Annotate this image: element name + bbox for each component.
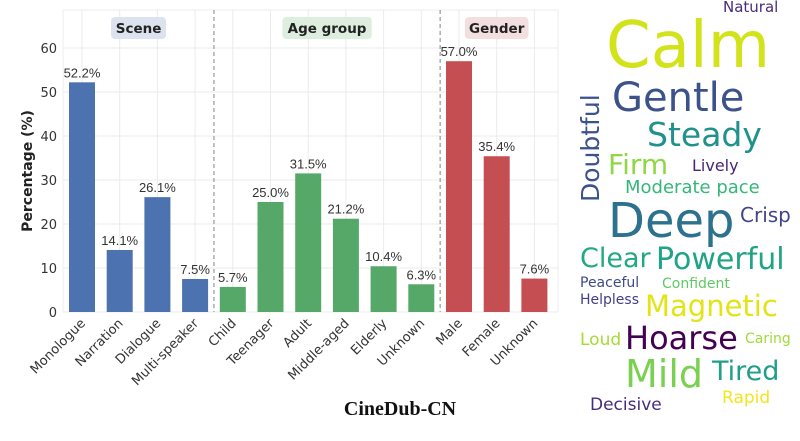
bar-chart: 0 10 20 30 40 50 60 Percentage (%) 52.2% Monologu… (20, 9, 559, 389)
bar-female (483, 156, 510, 312)
data-label: 21.2% (327, 202, 364, 217)
word: Confident (662, 276, 730, 292)
group-label-badge (464, 17, 529, 39)
word: Powerful (656, 242, 785, 277)
group-label-badge (111, 17, 167, 39)
y-tick-label: 40 (40, 130, 57, 145)
word: Clear (580, 243, 651, 274)
group-label-badge (282, 17, 372, 39)
word: Crisp (740, 203, 791, 227)
y-tick-label: 30 (40, 174, 57, 189)
word: Doubtful (576, 94, 605, 202)
group-label: Age group (288, 21, 367, 37)
word: Hoarse (625, 319, 738, 357)
bar-narration (106, 249, 133, 312)
word: Decisive (590, 395, 662, 415)
bar-unknown (521, 278, 548, 312)
word: Steady (647, 115, 762, 154)
data-label: 52.2% (64, 65, 101, 80)
data-label: 6.3% (406, 267, 436, 282)
word: Natural (723, 0, 779, 16)
y-axis-label: Percentage (%) (20, 110, 36, 232)
group-label: Gender (469, 21, 525, 37)
bar-elderly (370, 266, 397, 312)
bar-monologue (69, 82, 95, 312)
word: Peaceful (580, 275, 640, 291)
bar-unknown (408, 284, 435, 312)
word: Rapid (722, 388, 771, 408)
x-tick-label: Child (206, 316, 240, 350)
data-label: 31.5% (290, 156, 327, 171)
data-label: 35.4% (478, 139, 515, 154)
y-tick-label: 20 (40, 218, 57, 233)
caption-container: CineDub-CN (0, 398, 800, 420)
bar-male (446, 61, 472, 313)
data-label: 25.0% (252, 185, 289, 200)
data-label: 5.7% (218, 270, 248, 285)
data-label: 7.5% (180, 262, 210, 277)
y-tick-label: 60 (40, 42, 57, 57)
word: Firm (608, 148, 669, 181)
word: Tired (712, 356, 780, 387)
bar-adult (295, 173, 322, 312)
x-tick-label: Adult (280, 316, 315, 351)
word: Caring (745, 331, 791, 347)
x-tick-label: Monologue (28, 316, 89, 377)
data-label: 14.1% (101, 233, 138, 248)
group-label: Scene (116, 21, 162, 37)
word: Magnetic (645, 289, 778, 323)
word: Deep (608, 193, 735, 249)
word: Loud (580, 330, 622, 350)
data-label: 7.6% (520, 262, 550, 277)
bar-multi-speaker (182, 279, 209, 312)
data-label: 10.4% (365, 249, 402, 264)
bar-dialogue (144, 197, 171, 312)
bar-teenager (257, 202, 284, 312)
word: Moderate pace (625, 177, 760, 198)
word: Calm (606, 9, 771, 83)
y-tick-label: 50 (40, 86, 57, 101)
data-label: 57.0% (441, 44, 478, 59)
data-label: 26.1% (139, 180, 176, 195)
bar-middle-aged (332, 218, 359, 312)
word: Lively (692, 156, 739, 175)
y-tick-label: 10 (40, 262, 57, 277)
y-tick-label: 0 (49, 306, 57, 321)
word: Gentle (612, 75, 745, 121)
word: Mild (625, 352, 704, 396)
x-tick-label: Male (433, 316, 465, 348)
x-tick-label: Multi-speaker (129, 316, 202, 389)
bar-child (219, 286, 246, 312)
figure-caption: CineDub-CN (343, 398, 457, 420)
word: Helpless (580, 292, 640, 308)
